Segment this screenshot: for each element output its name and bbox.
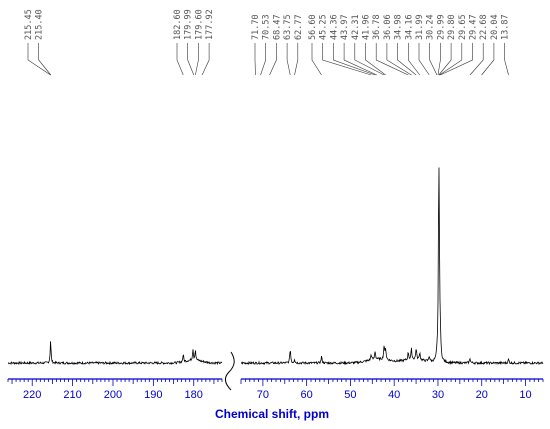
x-tick-label: 180 [185, 389, 203, 401]
peak-label-leader [418, 43, 430, 76]
x-tick-label: 40 [388, 389, 400, 401]
peak-label: 29.80 [447, 14, 457, 40]
x-tick-label: 50 [344, 389, 356, 401]
x-tick-label: 200 [104, 389, 122, 401]
peak-label-leader [333, 43, 376, 76]
peak-label-leader [438, 43, 452, 76]
peak-label: 177.92 [205, 9, 215, 40]
peak-label-leader [269, 43, 277, 76]
peak-label: 36.78 [372, 14, 382, 40]
peak-label: 68.47 [272, 14, 282, 40]
peak-label: 30.24 [426, 14, 436, 40]
peak-label-leader [27, 43, 51, 76]
peak-label: 13.87 [501, 14, 511, 40]
peak-label-leader [386, 43, 412, 76]
peak-labels-group: 215.45 215.40 182.60 179.99 179.60 177.92 71.7… [24, 9, 511, 40]
x-axis-label: Chemical shift, ppm [215, 407, 329, 421]
peak-label-leader [469, 43, 484, 76]
spectrum-traces [7, 167, 544, 366]
axis-break-mark [225, 351, 235, 391]
peak-label-leader [38, 43, 52, 76]
x-tick-label: 60 [301, 389, 313, 401]
peak-label-leader [504, 43, 509, 76]
peak-label: 71.70 [251, 14, 261, 40]
peak-label: 215.40 [35, 9, 45, 40]
x-tick-label: 20 [476, 389, 488, 401]
peak-label: 29.47 [469, 14, 479, 40]
spectrum-trace-segment-1 [7, 341, 223, 366]
peak-label-leader [397, 43, 417, 76]
peak-label: 29.65 [458, 14, 468, 40]
peak-label: 43.97 [340, 14, 350, 40]
peak-label-leader [408, 43, 420, 76]
x-tick-label: 190 [144, 389, 162, 401]
peak-label: 41.96 [362, 14, 372, 40]
peak-label-leader [375, 43, 409, 76]
spectrum-trace-segment-2 [240, 167, 544, 366]
peak-label: 34.98 [394, 14, 404, 40]
peak-label-leader [260, 43, 266, 76]
peak-label-leaders [27, 43, 509, 76]
peak-label-leader [439, 43, 463, 76]
axis-break-curve [225, 351, 235, 391]
peak-label: 44.36 [329, 14, 339, 40]
x-tick-label: 10 [519, 389, 531, 401]
peak-label: 215.45 [24, 9, 34, 40]
peak-label-leader [481, 43, 495, 76]
peak-label: 56.60 [308, 14, 318, 40]
peak-label: 31.99 [415, 14, 425, 40]
peak-label: 63.75 [283, 14, 293, 40]
x-tick-label: 220 [23, 389, 41, 401]
peak-label-leader [311, 43, 322, 76]
peak-label-leader [437, 43, 441, 76]
peak-label: 45.25 [319, 14, 329, 40]
peak-label: 70.53 [262, 14, 272, 40]
peak-label: 29.99 [436, 14, 446, 40]
peak-label-leader [429, 43, 438, 76]
peak-label: 62.77 [294, 14, 304, 40]
peak-label-leader [176, 43, 184, 76]
peak-label: 179.99 [184, 9, 194, 40]
peak-label: 20.04 [490, 14, 500, 40]
x-tick-label: 30 [432, 389, 444, 401]
x-tick-label: 70 [257, 389, 269, 401]
peak-label-leader [322, 43, 372, 76]
peak-label-leader [294, 43, 299, 76]
peak-label: 36.06 [383, 14, 393, 40]
peak-label-leader [365, 43, 386, 76]
peak-label: 42.31 [351, 14, 361, 40]
x-tick-label: 210 [63, 389, 81, 401]
peak-label-leader [201, 43, 210, 76]
peak-label-leader [195, 43, 199, 76]
peak-label-leader [440, 43, 473, 76]
peak-label: 182.60 [173, 9, 183, 40]
peak-label-leader [187, 43, 195, 76]
x-axis: 220 210 200 190 180 70 60 50 40 30 20 10 [7, 378, 544, 401]
peak-label-leader [354, 43, 385, 76]
peak-label: 34.16 [404, 14, 414, 40]
peak-label: 22.68 [479, 14, 489, 40]
peak-label-leader [343, 43, 377, 76]
peak-label-leader [286, 43, 291, 76]
peak-label: 179.60 [194, 9, 204, 40]
